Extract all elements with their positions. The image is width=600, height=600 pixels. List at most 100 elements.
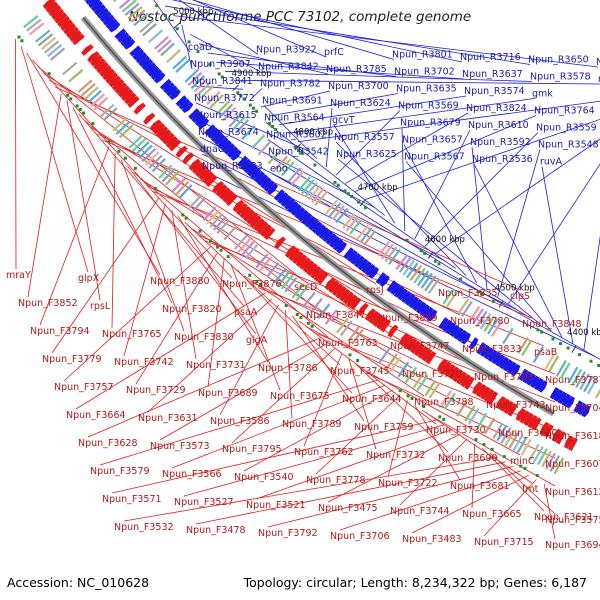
feature-stripe (544, 353, 556, 370)
forward-gene (175, 95, 188, 107)
gene-label-reverse: Npun_F3763 (318, 338, 378, 349)
gene-label-forward: Npun_R3523 (202, 161, 263, 172)
feature-dot (519, 464, 523, 468)
feature-stripe (304, 182, 318, 198)
gene-label-reverse: Npun_F3830 (174, 332, 234, 343)
feature-dot (357, 200, 361, 204)
forward-gene (93, 4, 106, 16)
gene-label-forward: rnhB (598, 74, 600, 85)
reverse-gene (479, 386, 491, 400)
gene-label-forward: Npun_R3578 (530, 72, 591, 83)
callout-line-forward (414, 129, 471, 239)
reverse-gene (421, 348, 433, 362)
callout-line-reverse (72, 107, 173, 304)
feature-stripe (442, 288, 455, 305)
feature-dot (239, 94, 243, 98)
forward-gene (150, 68, 163, 81)
feature-dot (226, 255, 230, 259)
callout-lines (15, 0, 600, 540)
gene-label-reverse: psaB (534, 347, 557, 358)
feature-stripe (559, 362, 571, 379)
gene-label-reverse: Npun_F3880 (150, 276, 210, 287)
ruler-tick (173, 22, 181, 29)
callout-line-reverse (315, 394, 401, 475)
feature-stripe (395, 254, 408, 271)
feature-stripe (335, 207, 349, 224)
gene-label-reverse: Npun_F3532 (114, 522, 174, 533)
feature-dot (356, 358, 360, 362)
feature-dot (502, 455, 506, 459)
feature-stripe (311, 187, 325, 203)
gene-label-forward: Npun_R3574 (464, 86, 525, 97)
callout-line-forward (583, 235, 600, 351)
reverse-gene (182, 152, 195, 165)
callout-line-reverse (87, 337, 321, 438)
feature-stripe (200, 84, 215, 99)
reverse-gene (365, 308, 377, 322)
reverse-gene (87, 51, 100, 63)
feature-stripe (402, 259, 415, 276)
feature-dot (310, 324, 314, 328)
feature-dot (535, 474, 539, 478)
gene-label-reverse: Npun_F3571 (102, 494, 162, 505)
callout-line-reverse (171, 209, 197, 360)
gene-label-forward: Npun_R3610 (468, 120, 529, 131)
feature-dot (163, 14, 167, 18)
gene-label-reverse: Npun_F3745 (330, 366, 390, 377)
forward-gene (325, 233, 337, 245)
callout-line-forward (297, 100, 600, 143)
forward-gene (207, 127, 219, 139)
gene-label-forward: Npun_R3700 (328, 81, 389, 92)
gene-label-reverse: Npun_F3795 (222, 444, 282, 455)
forward-gene (390, 282, 401, 296)
gene-label-forward: Npun_R3691 (262, 96, 323, 107)
ruler-tick (294, 143, 301, 151)
feature-dot (153, 187, 157, 191)
callout-line-forward (434, 138, 600, 255)
feature-dot (220, 75, 224, 79)
reverse-gene (169, 139, 182, 152)
feature-stripe (587, 377, 598, 395)
callout-line-reverse (327, 433, 460, 503)
feature-stripe (502, 327, 514, 345)
feature-dot (480, 292, 484, 296)
gene-label-forward: Npun_R3559 (536, 123, 597, 134)
feature-dot (78, 107, 82, 111)
reverse-gene (212, 181, 225, 194)
feature-stripe (476, 412, 488, 430)
gene-label-forward: Npun_R3679 (400, 118, 461, 129)
callout-line-reverse (20, 45, 89, 273)
forward-gene (419, 304, 430, 317)
reverse-gene (218, 187, 231, 200)
feature-dot (251, 106, 255, 110)
feature-stripe (520, 439, 532, 456)
reverse-gene (114, 82, 128, 95)
feature-stripe (99, 103, 115, 118)
callout-line-forward (471, 146, 488, 291)
gene-label-forward: Npun_R3569 (398, 101, 459, 112)
forward-gene (96, 7, 109, 19)
callout-line-forward (403, 144, 477, 284)
feature-stripe (397, 361, 410, 378)
gene-label-forward: Npun_R3824 (466, 103, 527, 114)
feature-stripe (161, 167, 176, 183)
feature-stripe (492, 422, 504, 439)
gene-label-reverse: fmt (522, 484, 539, 495)
feature-dot (482, 443, 486, 447)
gene-label-reverse: Npun_F3786 (258, 363, 318, 374)
callout-line-reverse (26, 52, 161, 276)
feature-stripe (487, 318, 499, 335)
reverse-gene (42, 0, 56, 10)
forward-gene (120, 35, 133, 47)
gene-label-reverse: Npun_F3478 (186, 525, 246, 536)
gene-label-reverse: Npun_F3762 (294, 447, 354, 458)
reverse-gene (108, 75, 122, 88)
callout-line-reverse (127, 165, 257, 335)
feature-stripe (234, 119, 250, 134)
reverse-gene (48, 5, 62, 17)
feature-stripe (157, 39, 172, 54)
callout-line-reverse (51, 197, 160, 354)
feature-stripe (496, 424, 508, 442)
gene-label-reverse: Npun_F3835 (438, 288, 498, 299)
feature-dot (271, 124, 275, 128)
